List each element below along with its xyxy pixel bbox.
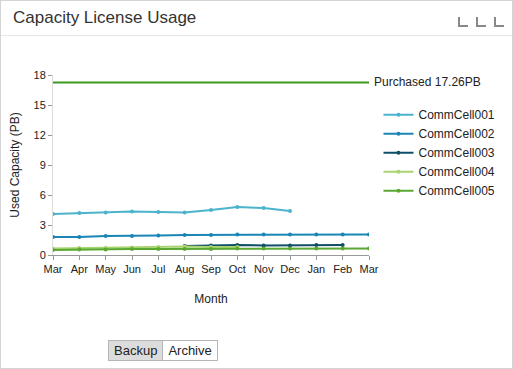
svg-text:Sep: Sep [201,263,221,275]
svg-text:Dec: Dec [280,263,300,275]
svg-text:12: 12 [34,129,46,141]
svg-text:Month: Month [194,292,227,306]
svg-text:CommCell002: CommCell002 [418,127,494,141]
svg-text:Apr: Apr [71,263,88,275]
svg-text:Feb: Feb [333,263,352,275]
svg-text:CommCell005: CommCell005 [418,184,494,198]
svg-text:9: 9 [40,159,46,171]
svg-text:Jan: Jan [307,263,325,275]
svg-text:Mar: Mar [44,263,63,275]
svg-text:Purchased 17.26PB: Purchased 17.26PB [374,75,481,89]
svg-text:15: 15 [34,99,46,111]
svg-text:CommCell004: CommCell004 [418,165,494,179]
svg-text:Jul: Jul [151,263,165,275]
html-text:Capacity License Usage: Capacity License Usage [13,8,197,27]
html-text:Archive: Archive [168,343,212,358]
html-text:Backup: Backup [114,343,158,358]
svg-text:3: 3 [40,219,46,231]
svg-text:18: 18 [34,69,46,81]
svg-text:Jun: Jun [123,263,141,275]
svg-text:6: 6 [40,189,46,201]
svg-text:Aug: Aug [175,263,195,275]
svg-text:CommCell001: CommCell001 [418,108,494,122]
svg-text:0: 0 [40,249,46,261]
svg-text:Oct: Oct [229,263,246,275]
svg-text:Mar: Mar [360,263,379,275]
svg-text:Used Capacity (PB): Used Capacity (PB) [8,112,22,217]
svg-text:Nov: Nov [254,263,274,275]
svg-text:CommCell003: CommCell003 [418,146,494,160]
svg-text:May: May [95,263,116,275]
